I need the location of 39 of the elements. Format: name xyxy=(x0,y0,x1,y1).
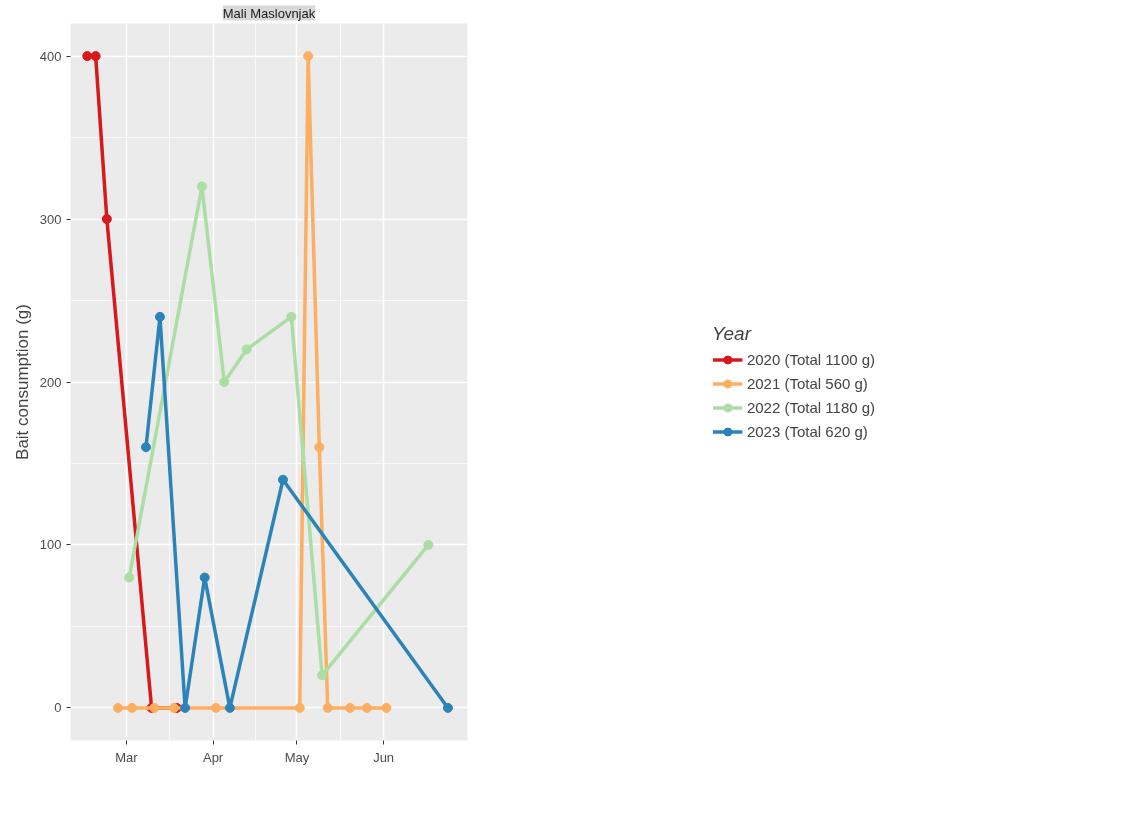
y-tick-label: 200 xyxy=(39,374,62,390)
point xyxy=(345,702,356,713)
y-axis-title: Bait consumption (g) xyxy=(12,304,32,460)
point xyxy=(154,311,165,322)
point xyxy=(180,702,191,713)
legend-label: 2020 (Total 1100 g) xyxy=(746,350,876,368)
y-tick-label: 0 xyxy=(54,700,62,716)
point xyxy=(127,702,138,713)
chart-title: Mali Maslovnjak xyxy=(222,5,316,21)
point xyxy=(317,670,328,681)
x-tick-label: Apr xyxy=(202,749,224,765)
point xyxy=(361,702,372,713)
point xyxy=(199,572,210,583)
x-tick-label: Jun xyxy=(373,749,395,765)
point xyxy=(210,702,221,713)
point xyxy=(224,702,235,713)
legend-title: Year xyxy=(711,322,753,344)
point xyxy=(381,702,392,713)
x-tick-label: May xyxy=(284,749,310,765)
point xyxy=(124,572,135,583)
y-tick-label: 100 xyxy=(39,537,62,553)
point xyxy=(423,539,434,550)
point xyxy=(196,181,207,192)
legend-label: 2022 (Total 1180 g) xyxy=(746,398,876,416)
point xyxy=(241,344,252,355)
point xyxy=(314,442,325,453)
legend-label: 2023 (Total 620 g) xyxy=(746,422,868,440)
point xyxy=(219,377,230,387)
point xyxy=(303,51,314,62)
point xyxy=(140,442,151,453)
point xyxy=(442,702,453,713)
point xyxy=(286,311,297,322)
point xyxy=(294,702,305,713)
point xyxy=(322,702,333,713)
y-tick-label: 300 xyxy=(39,211,62,227)
point xyxy=(277,474,288,485)
y-tick-label: 400 xyxy=(39,48,62,64)
x-tick-label: Mar xyxy=(115,749,139,765)
legend-label: 2021 (Total 560 g) xyxy=(746,374,868,392)
